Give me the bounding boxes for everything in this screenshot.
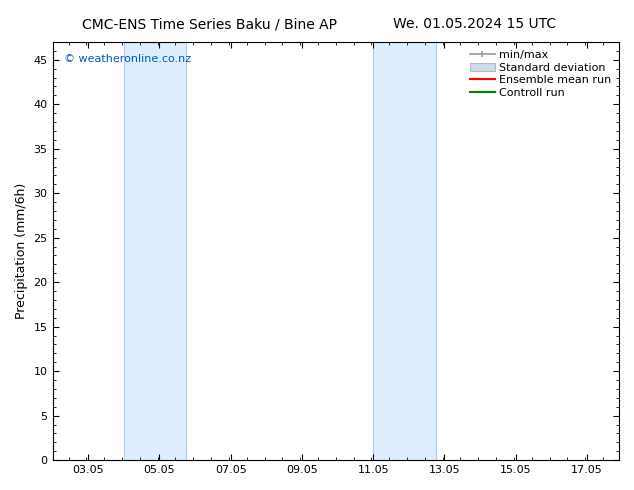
Text: CMC-ENS Time Series Baku / Bine AP: CMC-ENS Time Series Baku / Bine AP bbox=[82, 17, 337, 31]
Text: We. 01.05.2024 15 UTC: We. 01.05.2024 15 UTC bbox=[393, 17, 556, 31]
Bar bbox=[373, 42, 436, 460]
Legend: min/max, Standard deviation, Ensemble mean run, Controll run: min/max, Standard deviation, Ensemble me… bbox=[468, 48, 614, 100]
Text: © weatheronline.co.nz: © weatheronline.co.nz bbox=[64, 54, 191, 65]
Y-axis label: Precipitation (mm/6h): Precipitation (mm/6h) bbox=[15, 183, 28, 319]
Bar bbox=[124, 42, 186, 460]
